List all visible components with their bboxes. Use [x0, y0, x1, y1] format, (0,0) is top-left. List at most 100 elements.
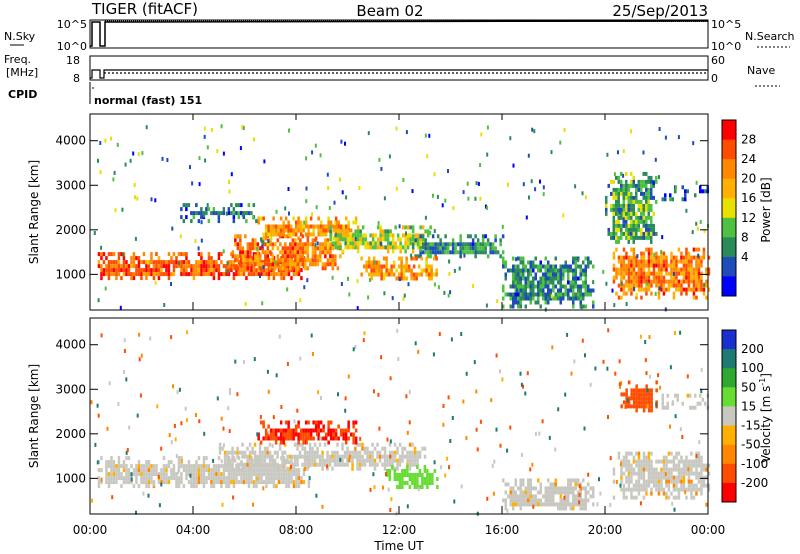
colorbar-segment: [722, 425, 736, 446]
data-cell: [572, 506, 575, 511]
data-cell: [265, 268, 268, 273]
data-cell: [491, 242, 495, 247]
data-cell: [329, 229, 332, 234]
data-cell: [682, 287, 686, 292]
data-cell: [697, 487, 701, 492]
data-cell: [413, 473, 417, 477]
data-cell: [379, 229, 382, 234]
data-cell: [266, 262, 270, 267]
data-cell: [645, 183, 648, 188]
data-cell: [96, 403, 99, 408]
data-cell: [383, 450, 387, 455]
data-cell: [655, 179, 658, 184]
data-cell: [692, 271, 696, 276]
data-cell: [117, 272, 121, 277]
data-cell: [105, 256, 108, 261]
data-cell: [207, 464, 211, 469]
data-cell: [635, 279, 638, 284]
data-cell: [220, 476, 223, 481]
data-cell: [682, 479, 686, 484]
data-cell: [489, 250, 492, 255]
data-cell: [192, 264, 196, 269]
data-cell: [292, 480, 296, 485]
data-cell: [228, 429, 231, 434]
data-cell: [562, 276, 565, 281]
data-cell: [655, 199, 658, 204]
data-cell: [322, 424, 325, 429]
data-cell: [512, 276, 515, 281]
data-cell: [640, 191, 643, 196]
data-cell: [207, 252, 211, 257]
data-cell: [459, 234, 462, 239]
data-cell: [371, 237, 375, 242]
data-cell: [245, 264, 248, 269]
data-cell: [257, 436, 260, 441]
data-cell: [617, 150, 619, 155]
data-cell: [404, 241, 407, 246]
data-cell: [695, 471, 698, 476]
data-cell: [647, 451, 651, 456]
data-cell: [212, 476, 216, 481]
data-cell: [569, 284, 572, 289]
data-cell: [259, 414, 262, 419]
data-cell: [645, 455, 648, 460]
data-cell: [630, 215, 633, 220]
data-cell: [140, 468, 143, 473]
nsearch-tick-bottom: 10^0: [711, 40, 741, 53]
data-cell: [622, 255, 626, 260]
data-cell: [474, 250, 477, 255]
data-cell: [215, 472, 218, 477]
data-cell: [237, 480, 241, 485]
data-cell: [113, 170, 116, 175]
data-cell: [515, 257, 518, 262]
data-cell: [665, 463, 668, 468]
data-cell: [251, 450, 254, 455]
data-cell: [180, 260, 183, 265]
data-cell: [662, 459, 666, 464]
data-cell: [622, 267, 626, 272]
data-cell: [632, 279, 636, 284]
data-cell: [630, 247, 633, 252]
data-cell: [326, 464, 329, 469]
data-cell: [132, 264, 136, 269]
data-cell: [267, 432, 270, 437]
data-cell: [343, 454, 347, 459]
data-cell: [687, 259, 691, 264]
data-cell: [403, 481, 407, 485]
data-cell: [282, 232, 285, 237]
data-cell: [672, 455, 676, 460]
data-cell: [281, 454, 284, 459]
data-cell: [635, 191, 638, 196]
colorbar-tick-label: -50: [741, 438, 761, 452]
data-cell: [519, 268, 522, 273]
data-cell: [675, 487, 678, 492]
data-cell: [592, 288, 595, 293]
data-cell: [519, 478, 522, 483]
data-cell: [117, 476, 121, 481]
data-cell: [117, 464, 121, 469]
data-cell: [157, 480, 161, 485]
data-cell: [112, 476, 116, 481]
data-cell: [521, 452, 523, 457]
data-cell: [152, 268, 156, 273]
data-cell: [259, 274, 261, 279]
data-cell: [327, 228, 330, 233]
data-cell: [647, 263, 651, 268]
data-cell: [294, 228, 298, 233]
data-cell: [647, 235, 650, 240]
data-cell: [120, 464, 123, 469]
colorbar-segment: [722, 256, 736, 277]
data-cell: [702, 467, 706, 472]
data-cell: [579, 490, 582, 495]
data-cell: [377, 260, 381, 265]
data-cell: [549, 482, 552, 487]
data-cell: [620, 179, 623, 184]
data-cell: [356, 442, 359, 447]
data-cell: [287, 187, 290, 191]
data-cell: [105, 264, 108, 269]
data-cell: [231, 450, 234, 455]
data-cell: [652, 223, 655, 228]
data-cell: [615, 227, 618, 232]
data-cell: [311, 212, 314, 217]
data-cell: [289, 224, 293, 229]
